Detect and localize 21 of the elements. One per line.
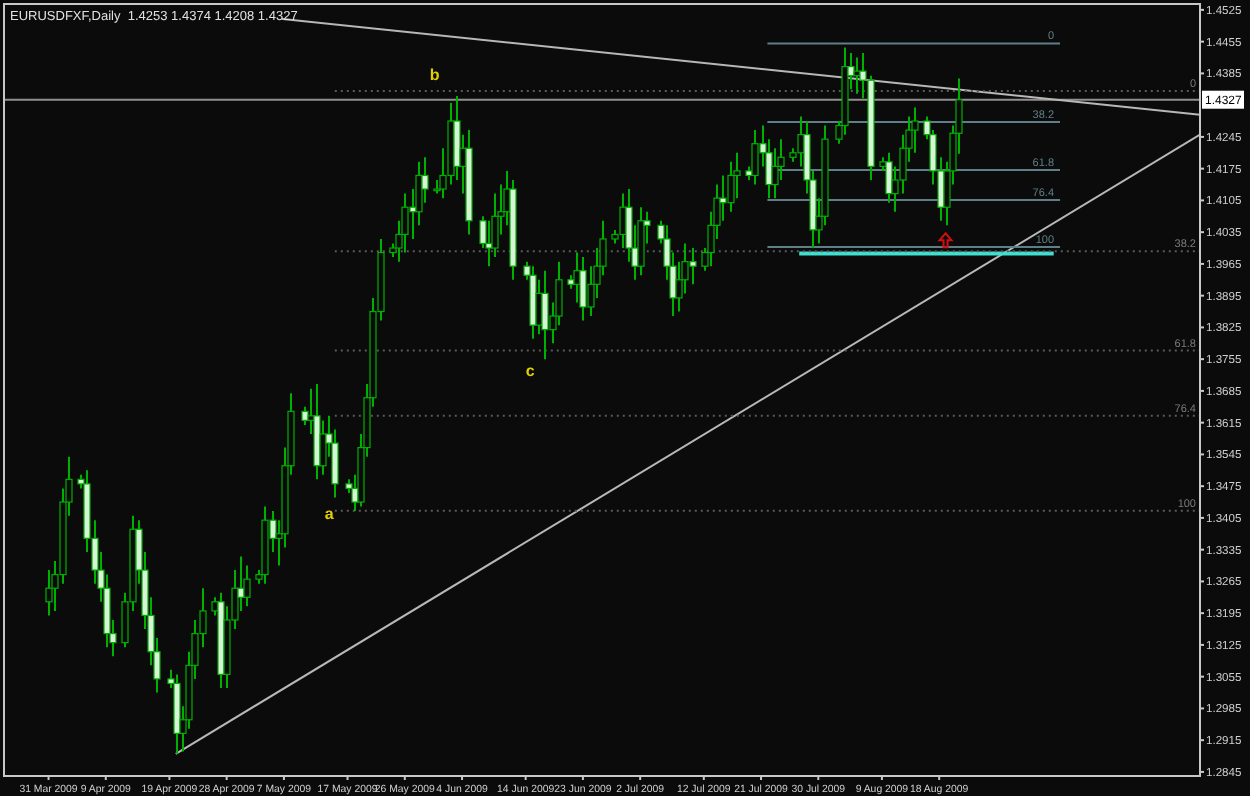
annotation: a bbox=[324, 505, 335, 524]
candlestick bbox=[401, 192, 409, 254]
candlestick bbox=[689, 247, 697, 286]
annotation: c bbox=[525, 362, 536, 381]
candlestick bbox=[45, 569, 53, 617]
candlestick bbox=[243, 564, 251, 608]
candlestick bbox=[911, 106, 919, 154]
candlestick bbox=[579, 256, 587, 322]
candlestick bbox=[421, 156, 429, 204]
candlestick bbox=[491, 192, 499, 259]
candlestick bbox=[541, 269, 549, 361]
candlestick bbox=[719, 174, 727, 222]
candlestick bbox=[771, 147, 779, 200]
candlestick bbox=[319, 419, 327, 476]
candlestick bbox=[727, 160, 735, 213]
candlestick bbox=[485, 219, 493, 268]
candlestick bbox=[637, 206, 645, 277]
candlestick bbox=[751, 129, 759, 186]
candlestick bbox=[885, 151, 893, 204]
candlestick bbox=[853, 56, 861, 95]
annotation: b bbox=[429, 66, 440, 85]
